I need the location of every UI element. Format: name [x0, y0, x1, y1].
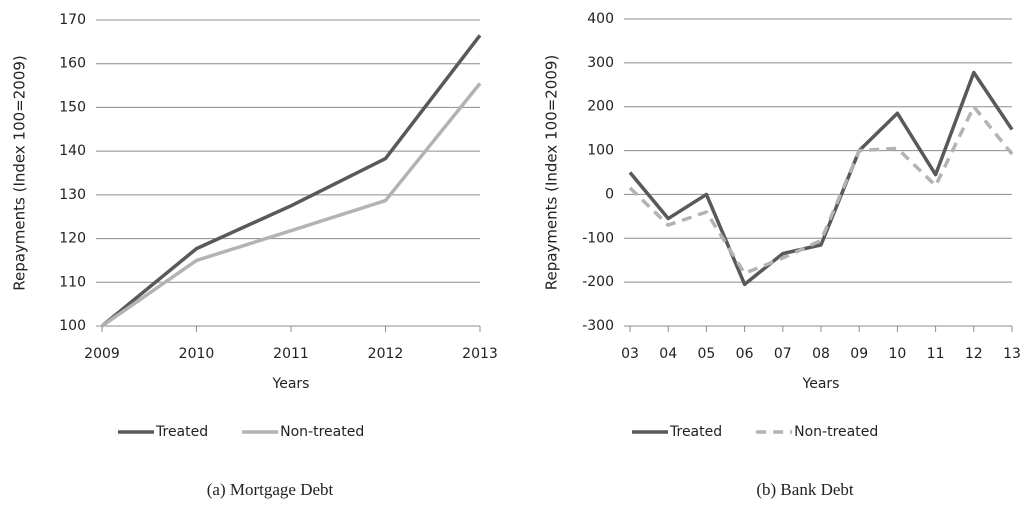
- legend-label: Non-treated: [794, 424, 878, 440]
- y-tick-label: 170: [59, 12, 86, 28]
- x-tick-label: 06: [736, 346, 754, 362]
- x-tick-label: 04: [659, 346, 677, 362]
- y-axis-label: Repayments (Index 100=2009): [11, 55, 29, 291]
- y-tick-label: 200: [587, 99, 614, 115]
- series-line: [101, 82, 482, 328]
- x-tick-label: 08: [812, 346, 830, 362]
- x-axis-label: Years: [272, 376, 310, 392]
- x-tick-label: 2009: [84, 346, 120, 362]
- x-tick-label: 2013: [462, 346, 498, 362]
- y-tick-label: -300: [582, 318, 614, 334]
- y-tick-label: 100: [59, 318, 86, 334]
- x-tick-label: 13: [1003, 346, 1021, 362]
- y-tick-label: 130: [59, 187, 86, 203]
- x-tick-label: 2012: [368, 346, 404, 362]
- y-tick-label: 400: [587, 11, 614, 27]
- x-tick-label: 09: [850, 346, 868, 362]
- y-tick-label: 140: [59, 143, 86, 159]
- y-tick-label: 120: [59, 231, 86, 247]
- x-tick-label: 11: [927, 346, 945, 362]
- legend-label: Treated: [669, 424, 722, 440]
- x-tick-label: 10: [888, 346, 906, 362]
- x-tick-label: 07: [774, 346, 792, 362]
- x-axis-label: Years: [802, 376, 840, 392]
- x-tick-label: 2010: [179, 346, 215, 362]
- x-tick-label: 05: [697, 346, 715, 362]
- x-tick-label: 03: [621, 346, 639, 362]
- y-tick-label: 110: [59, 274, 86, 290]
- y-tick-label: 300: [587, 55, 614, 71]
- y-tick-label: 100: [587, 143, 614, 159]
- x-tick-label: 2011: [273, 346, 309, 362]
- legend-label: Treated: [155, 424, 208, 440]
- y-axis-label: Repayments (Index 100=2009): [543, 55, 561, 291]
- y-tick-label: 160: [59, 56, 86, 72]
- y-tick-label: -200: [582, 274, 614, 290]
- x-tick-label: 12: [965, 346, 983, 362]
- series-line: [100, 34, 482, 328]
- caption: (a) Mortgage Debt: [207, 480, 334, 499]
- series-line: [628, 70, 1014, 287]
- series-line: [628, 104, 1014, 276]
- caption: (b) Bank Debt: [756, 480, 854, 499]
- legend-label: Non-treated: [280, 424, 364, 440]
- y-tick-label: 150: [59, 99, 86, 115]
- y-tick-label: -100: [582, 230, 614, 246]
- y-tick-label: 0: [605, 186, 614, 202]
